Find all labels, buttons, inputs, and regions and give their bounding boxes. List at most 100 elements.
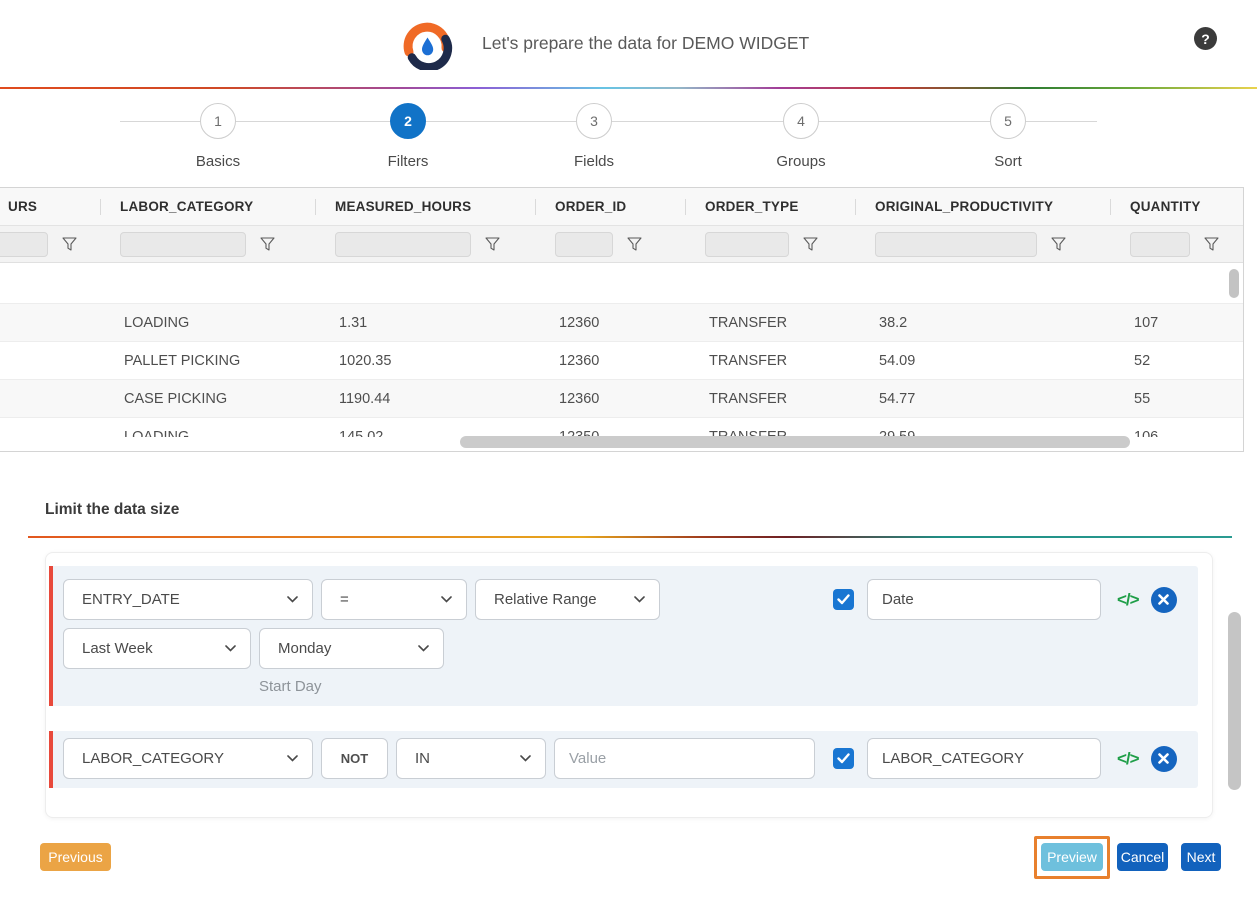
section-vertical-scrollbar[interactable] — [1228, 560, 1242, 818]
cell: 12360 — [559, 314, 600, 331]
column-filter-input[interactable] — [0, 231, 48, 257]
step-groups[interactable]: 4 Groups — [741, 95, 861, 170]
alias-input[interactable] — [867, 738, 1101, 779]
step-number-badge[interactable]: 1 — [200, 103, 236, 139]
not-toggle-label: NOT — [340, 751, 369, 766]
filter-funnel-icon[interactable] — [1051, 237, 1066, 251]
column-header[interactable]: ORIGINAL_PRODUCTIVITY — [855, 188, 1110, 225]
column-filter-input[interactable] — [335, 231, 471, 257]
remove-filter-button[interactable] — [1150, 586, 1177, 613]
column-header[interactable]: URS — [8, 199, 38, 214]
column-header[interactable]: ORDER_TYPE — [685, 188, 855, 225]
operator-select[interactable]: IN — [396, 738, 546, 779]
start-day-select[interactable]: Monday — [259, 628, 444, 669]
cell: LOADING — [124, 428, 190, 438]
filter-funnel-icon[interactable] — [803, 237, 818, 251]
cell — [0, 342, 100, 379]
table-row[interactable]: LOADING 145.02 12350 TRANSFER 29.59 106 — [0, 418, 1243, 438]
column-filter-input[interactable] — [120, 231, 246, 257]
column-filter-input[interactable] — [705, 231, 789, 257]
cell: 1020.35 — [339, 352, 392, 369]
step-number-badge[interactable]: 5 — [990, 103, 1026, 139]
cell: 55 — [1134, 390, 1151, 407]
period-select-value: Last Week — [82, 640, 153, 657]
range-mode-select[interactable]: Relative Range — [475, 579, 660, 620]
preview-button[interactable]: Preview — [1041, 843, 1103, 871]
cell: 1190.44 — [339, 390, 391, 407]
filter-funnel-icon[interactable] — [485, 237, 500, 251]
cancel-button[interactable]: Cancel — [1117, 843, 1168, 871]
step-basics[interactable]: 1 Basics — [158, 95, 278, 170]
filter-funnel-icon[interactable] — [62, 237, 77, 251]
chevron-down-icon — [634, 596, 645, 603]
cell — [1110, 263, 1243, 303]
column-filter-cell — [315, 226, 535, 262]
column-header[interactable]: ORDER_ID — [535, 188, 685, 225]
not-toggle-button[interactable]: NOT — [321, 738, 388, 779]
step-number-badge[interactable]: 2 — [390, 103, 426, 139]
cell — [315, 263, 535, 303]
chevron-down-icon — [287, 755, 298, 762]
column-filter-input[interactable] — [1130, 231, 1190, 257]
step-fields[interactable]: 3 Fields — [534, 95, 654, 170]
operator-select[interactable]: = — [321, 579, 467, 620]
code-icon[interactable]: </> — [1117, 748, 1140, 768]
cell: CASE PICKING — [124, 390, 228, 407]
code-icon[interactable]: </> — [1117, 589, 1140, 609]
step-label: Basics — [195, 153, 241, 170]
value-input[interactable] — [554, 738, 815, 779]
table-row[interactable]: PALLET PICKING 1020.35 12360 TRANSFER 54… — [0, 342, 1243, 380]
header-rainbow-divider — [0, 87, 1257, 89]
limit-section-title: Limit the data size — [45, 501, 180, 518]
step-sort[interactable]: 5 Sort — [948, 95, 1068, 170]
column-header[interactable]: QUANTITY — [1110, 188, 1243, 225]
check-icon — [837, 594, 850, 605]
filter-group-entry-date: ENTRY_DATE = Relative Range </> — [49, 566, 1198, 706]
table-horizontal-scrollbar[interactable] — [0, 435, 1227, 449]
cell — [0, 304, 100, 341]
table-row[interactable]: LOADING 1.31 12360 TRANSFER 38.2 107 — [0, 304, 1243, 342]
wizard-stepper: 1 Basics 2 Filters 3 Fields 4 Groups 5 S… — [0, 95, 1257, 180]
table-body: LOADING 1.31 12360 TRANSFER 38.2 107 PAL… — [0, 263, 1243, 437]
field-select-value: ENTRY_DATE — [82, 591, 180, 608]
filter-group-labor-category: LABOR_CATEGORY NOT IN </> — [49, 731, 1198, 788]
range-mode-value: Relative Range — [494, 591, 597, 608]
next-button[interactable]: Next — [1181, 843, 1221, 871]
cell: 1.31 — [339, 314, 368, 331]
period-select[interactable]: Last Week — [63, 628, 251, 669]
table-row[interactable]: CASE PICKING 1190.44 12360 TRANSFER 54.7… — [0, 380, 1243, 418]
column-header[interactable]: MEASURED_HOURS — [315, 188, 535, 225]
alias-checkbox-checked[interactable] — [833, 589, 854, 610]
step-filters-active[interactable]: 2 Filters — [348, 95, 468, 170]
chevron-down-icon — [418, 645, 429, 652]
filter-funnel-icon[interactable] — [260, 237, 275, 251]
column-filter-input[interactable] — [555, 231, 613, 257]
field-select[interactable]: LABOR_CATEGORY — [63, 738, 313, 779]
table-vertical-scrollbar[interactable] — [1229, 264, 1240, 433]
operator-select-value: IN — [415, 750, 430, 767]
remove-filter-button[interactable] — [1150, 745, 1177, 772]
column-filter-cell — [685, 226, 855, 262]
alias-checkbox-checked[interactable] — [833, 748, 854, 769]
field-select[interactable]: ENTRY_DATE — [63, 579, 313, 620]
column-filter-input[interactable] — [875, 231, 1037, 257]
chevron-down-icon — [225, 645, 236, 652]
alias-input[interactable] — [867, 579, 1101, 620]
column-header[interactable]: LABOR_CATEGORY — [100, 188, 315, 225]
cell: 12360 — [559, 390, 600, 407]
cell: 145.02 — [339, 428, 384, 438]
question-mark-icon: ? — [1201, 30, 1210, 47]
step-number-badge[interactable]: 3 — [576, 103, 612, 139]
help-button[interactable]: ? — [1194, 27, 1217, 50]
table-filter-row — [0, 226, 1243, 263]
filter-funnel-icon[interactable] — [627, 237, 642, 251]
table-row[interactable] — [0, 263, 1243, 304]
cell: 38.2 — [879, 314, 908, 331]
previous-button[interactable]: Previous — [40, 843, 111, 871]
vertical-scrollbar-thumb[interactable] — [1229, 269, 1239, 298]
step-number-badge[interactable]: 4 — [783, 103, 819, 139]
cell: 12360 — [559, 352, 600, 369]
horizontal-scrollbar-thumb[interactable] — [460, 436, 1130, 448]
filter-funnel-icon[interactable] — [1204, 237, 1219, 251]
section-scrollbar-thumb[interactable] — [1228, 612, 1241, 790]
